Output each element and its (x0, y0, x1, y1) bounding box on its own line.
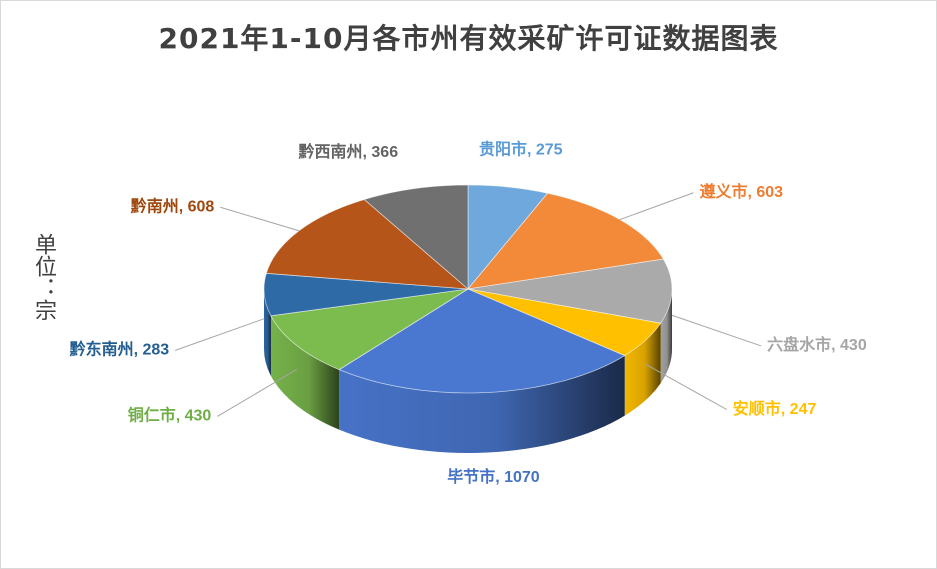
unit-label: 单位：宗 (31, 233, 56, 321)
slice-1-label: 遵义市, 603 (699, 182, 783, 201)
slice-2-label: 六盘水市, 430 (767, 335, 867, 354)
chart-title: 2021年1-10月各市州有效采矿许可证数据图表 (158, 22, 779, 55)
slice-5-leader-line (217, 369, 297, 417)
slice-3-label: 安顺市, 247 (733, 399, 817, 418)
slice-0-label: 贵阳市, 275 (479, 140, 563, 159)
slice-7-top (265, 198, 470, 290)
slice-8-top (363, 184, 469, 290)
slice-8-label: 黔西南州, 366 (299, 142, 399, 161)
slice-6-label: 黔东南州, 283 (70, 340, 170, 359)
slice-5-label: 铜仁市, 430 (128, 406, 212, 425)
slice-2-leader-line (671, 314, 762, 347)
slice-5-side-shade (270, 315, 340, 430)
slice-4-top (338, 288, 626, 394)
slice-1-top (467, 192, 665, 290)
slice-7-label: 黔南州, 608 (131, 196, 215, 215)
slice-4-side-shade (339, 355, 625, 454)
slice-7-leader-line (220, 206, 300, 232)
slice-2-top (467, 258, 673, 324)
slice-4-label: 毕节市, 1070 (447, 467, 540, 486)
slice-3-leader-line (645, 363, 728, 411)
slice-2-side-shade (660, 289, 672, 384)
slice-6-side-shade (264, 289, 271, 376)
slice-6-leader-line (175, 318, 265, 351)
slice-3-side-shade (624, 323, 661, 416)
slice-1-leader-line (619, 192, 694, 221)
